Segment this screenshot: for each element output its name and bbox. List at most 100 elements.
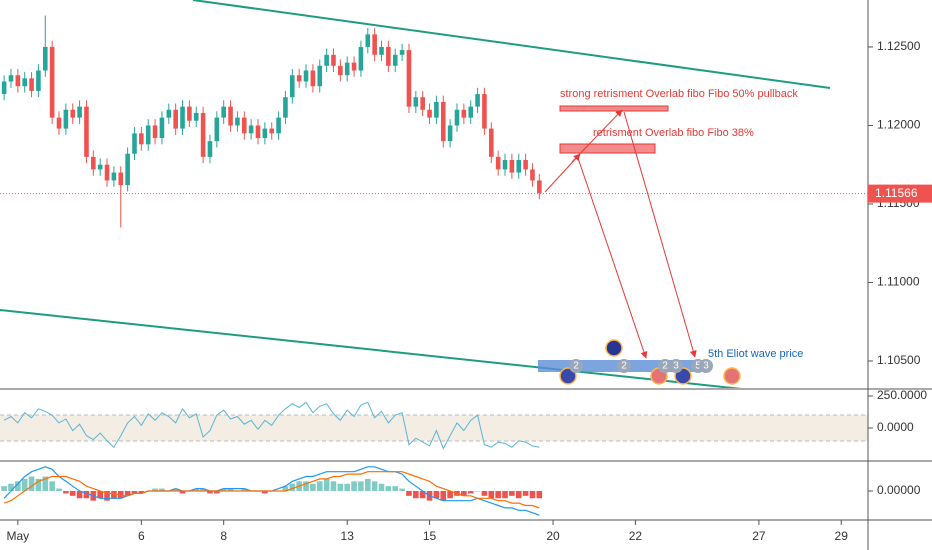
event-badge (569, 359, 583, 373)
event-icon (723, 367, 741, 385)
annotation: strong retrisment Overlab fibo Fibo 50% … (560, 88, 798, 100)
histogram-bar (536, 491, 543, 499)
histogram-bar (282, 486, 289, 491)
y-tick-label: 250.0000 (877, 388, 927, 402)
candle-body (495, 156, 501, 170)
candle-body (530, 169, 535, 181)
event-badge (658, 359, 672, 373)
histogram-bar (227, 488, 234, 491)
histogram-bar (193, 488, 200, 491)
histogram-bar (467, 491, 474, 494)
event-count: 2 (621, 361, 627, 372)
histogram-bar (399, 488, 405, 491)
histogram-bar (323, 478, 330, 491)
histogram-bar (214, 491, 220, 494)
trend-line (0, 309, 742, 388)
candle-body (63, 109, 69, 129)
candle-body (310, 70, 316, 87)
candle-body (537, 180, 542, 193)
candle-body (8, 75, 14, 82)
histogram-bar (159, 488, 165, 491)
y-tick-label: 1.11000 (877, 275, 920, 289)
candle-body (235, 117, 240, 126)
histogram-bar (461, 491, 467, 496)
histogram-bar (433, 491, 440, 499)
histogram-bar (303, 481, 309, 491)
candle-body (166, 109, 172, 118)
candle-body (351, 62, 357, 71)
candle-body (290, 75, 295, 98)
last-price-box (868, 184, 932, 203)
histogram-bar (344, 483, 350, 491)
candle-body (344, 62, 350, 76)
candle-body (516, 160, 522, 173)
histogram-bar (522, 491, 529, 496)
histogram-bar (509, 491, 515, 496)
candle-body (461, 109, 467, 118)
histogram-bar (262, 491, 268, 494)
histogram-bar (371, 481, 378, 491)
candle-body (338, 65, 343, 76)
candle-body (276, 117, 281, 134)
histogram-bar (474, 491, 481, 492)
candle-body (358, 46, 364, 71)
histogram-bar (111, 491, 117, 499)
histogram-bar (76, 491, 83, 499)
histogram-bar (502, 491, 508, 499)
candle-body (269, 128, 275, 134)
candle-body (475, 94, 480, 107)
histogram-bar (200, 488, 206, 491)
y-tick-label: 0.0000 (877, 420, 914, 434)
candle-body (324, 54, 329, 66)
candle-body (228, 106, 233, 126)
candle-body (200, 112, 206, 157)
histogram-bar (529, 491, 536, 499)
histogram-bar (310, 483, 316, 491)
candle-body (49, 46, 55, 118)
candle-body (214, 117, 220, 142)
trend-line (192, 0, 831, 89)
histogram-bar (515, 491, 522, 499)
histogram-bar (172, 488, 179, 491)
candle-body (406, 50, 412, 107)
histogram-bar (207, 491, 213, 494)
histogram-bar (378, 483, 385, 491)
candle-body (139, 133, 144, 145)
x-tick-label: 29 (835, 529, 849, 543)
candle-body (1, 81, 7, 95)
candle-body (207, 141, 213, 157)
histogram-bar (179, 491, 186, 494)
candle-body (42, 46, 48, 71)
histogram-bar (97, 491, 103, 499)
y-tick-label: 1.12500 (877, 39, 921, 53)
candle-body (482, 94, 487, 129)
histogram-bar (481, 491, 488, 496)
candle-body (440, 101, 446, 142)
histogram-bar (49, 481, 55, 491)
candle-body (468, 106, 474, 118)
candle-body (132, 133, 137, 154)
event-count: 3 (703, 361, 709, 372)
event-icon (605, 339, 623, 357)
histogram-bar (330, 481, 337, 491)
candle-body (145, 125, 151, 145)
candle-body (488, 128, 494, 157)
candle-body (118, 172, 124, 186)
histogram-bar (413, 491, 419, 499)
candle-body (447, 125, 453, 142)
event-badge (617, 359, 631, 373)
histogram-bar (419, 491, 426, 499)
candle-body (152, 125, 158, 139)
macd-line (3, 471, 540, 509)
candle-body (221, 106, 226, 118)
histogram-bar (56, 488, 62, 491)
candle-body (97, 164, 103, 170)
histogram-bar (220, 488, 227, 491)
candle-body (255, 125, 261, 139)
histogram-bar (8, 483, 14, 491)
y-tick-label: 1.10500 (877, 353, 921, 367)
histogram-bar (42, 476, 49, 491)
candle-body (303, 70, 309, 82)
last-price-label: 1.11566 (875, 186, 918, 200)
candle-body (36, 70, 41, 91)
